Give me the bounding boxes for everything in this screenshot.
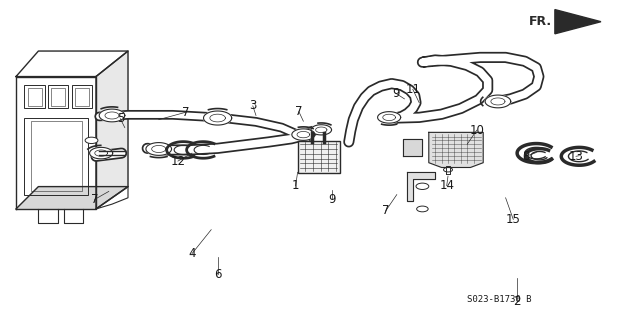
Text: 11: 11 bbox=[405, 83, 420, 96]
Polygon shape bbox=[16, 187, 128, 209]
Polygon shape bbox=[403, 139, 422, 156]
Polygon shape bbox=[90, 147, 113, 159]
Text: FR.: FR. bbox=[529, 15, 552, 28]
Circle shape bbox=[416, 183, 429, 189]
Polygon shape bbox=[16, 51, 128, 77]
Polygon shape bbox=[485, 95, 511, 108]
Text: 5: 5 bbox=[116, 112, 124, 125]
Text: 7: 7 bbox=[91, 193, 99, 206]
Polygon shape bbox=[378, 112, 401, 123]
Bar bbox=[75, 88, 89, 106]
Text: 15: 15 bbox=[506, 213, 521, 226]
Text: 12: 12 bbox=[170, 155, 186, 167]
Text: 9: 9 bbox=[392, 87, 399, 100]
Polygon shape bbox=[407, 172, 435, 201]
Polygon shape bbox=[311, 125, 332, 135]
Bar bbox=[72, 85, 92, 108]
Text: 6: 6 bbox=[214, 268, 221, 281]
Text: 3: 3 bbox=[249, 100, 257, 112]
Bar bbox=[28, 88, 42, 106]
Bar bbox=[51, 88, 65, 106]
Text: 13: 13 bbox=[568, 150, 584, 163]
Polygon shape bbox=[292, 129, 315, 140]
Polygon shape bbox=[204, 111, 232, 125]
Polygon shape bbox=[96, 51, 128, 209]
Polygon shape bbox=[99, 109, 125, 122]
Polygon shape bbox=[146, 143, 172, 155]
Circle shape bbox=[85, 137, 98, 144]
Text: 8: 8 bbox=[522, 150, 530, 163]
Bar bbox=[24, 118, 88, 195]
Text: 7: 7 bbox=[295, 105, 303, 118]
Polygon shape bbox=[429, 132, 483, 167]
Bar bbox=[48, 85, 68, 108]
FancyBboxPatch shape bbox=[298, 141, 340, 173]
Text: 10: 10 bbox=[469, 124, 484, 137]
Text: 9: 9 bbox=[328, 193, 335, 206]
Text: 4: 4 bbox=[188, 247, 196, 260]
Text: 1: 1 bbox=[292, 179, 300, 192]
Bar bbox=[24, 85, 45, 108]
Polygon shape bbox=[16, 77, 96, 209]
Text: 7: 7 bbox=[382, 204, 390, 217]
Text: 7: 7 bbox=[182, 106, 189, 119]
Bar bbox=[31, 121, 82, 191]
Circle shape bbox=[417, 206, 428, 212]
Text: 14: 14 bbox=[439, 179, 454, 192]
Polygon shape bbox=[555, 10, 601, 34]
Text: S023-B1730 B: S023-B1730 B bbox=[467, 295, 532, 304]
Text: 2: 2 bbox=[513, 295, 521, 308]
